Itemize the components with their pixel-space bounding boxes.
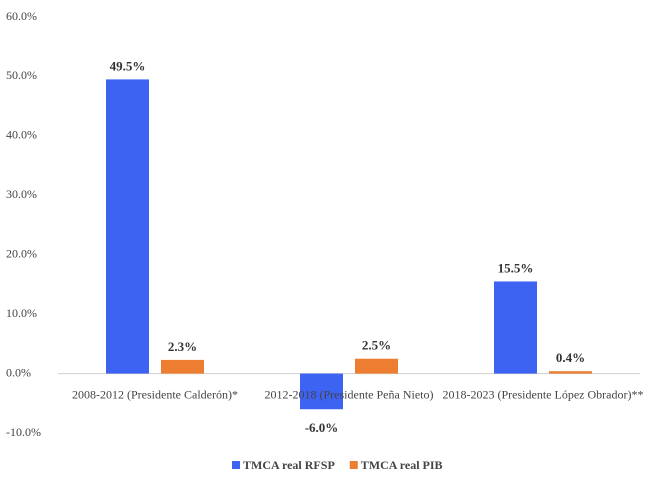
y-tick-label: 10.0% [6, 306, 37, 320]
value-label: 49.5% [110, 58, 146, 73]
x-tick-label: 2012-2018 (Presidente Peña Nieto) [265, 387, 434, 401]
x-tick-label: 2008-2012 (Presidente Calderón)* [72, 387, 238, 401]
value-label: 2.3% [168, 339, 197, 354]
bar [549, 371, 592, 374]
bar [494, 281, 537, 374]
legend-swatch [349, 461, 358, 469]
legend-swatch [232, 461, 240, 469]
bar [355, 358, 398, 374]
bar [300, 373, 343, 410]
bar [161, 359, 204, 374]
y-tick-label: 50.0% [6, 68, 37, 82]
legend-label: TMCA real RFSP [243, 458, 335, 472]
value-label: 15.5% [498, 260, 534, 275]
y-tick-label: 20.0% [6, 246, 37, 260]
x-tick-label: 2018-2023 (Presidente López Obrador)** [443, 387, 644, 401]
bar [106, 79, 149, 374]
y-tick-label: 60.0% [6, 9, 37, 23]
value-label: 2.5% [362, 338, 391, 353]
y-tick-label: 0.0% [6, 365, 31, 379]
y-tick-label: 30.0% [6, 187, 37, 201]
value-label: -6.0% [305, 420, 339, 435]
y-tick-label: -10.0% [6, 425, 41, 439]
value-label: 0.4% [556, 350, 585, 365]
y-tick-label: 40.0% [6, 128, 37, 142]
legend-label: TMCA real PIB [361, 458, 443, 472]
